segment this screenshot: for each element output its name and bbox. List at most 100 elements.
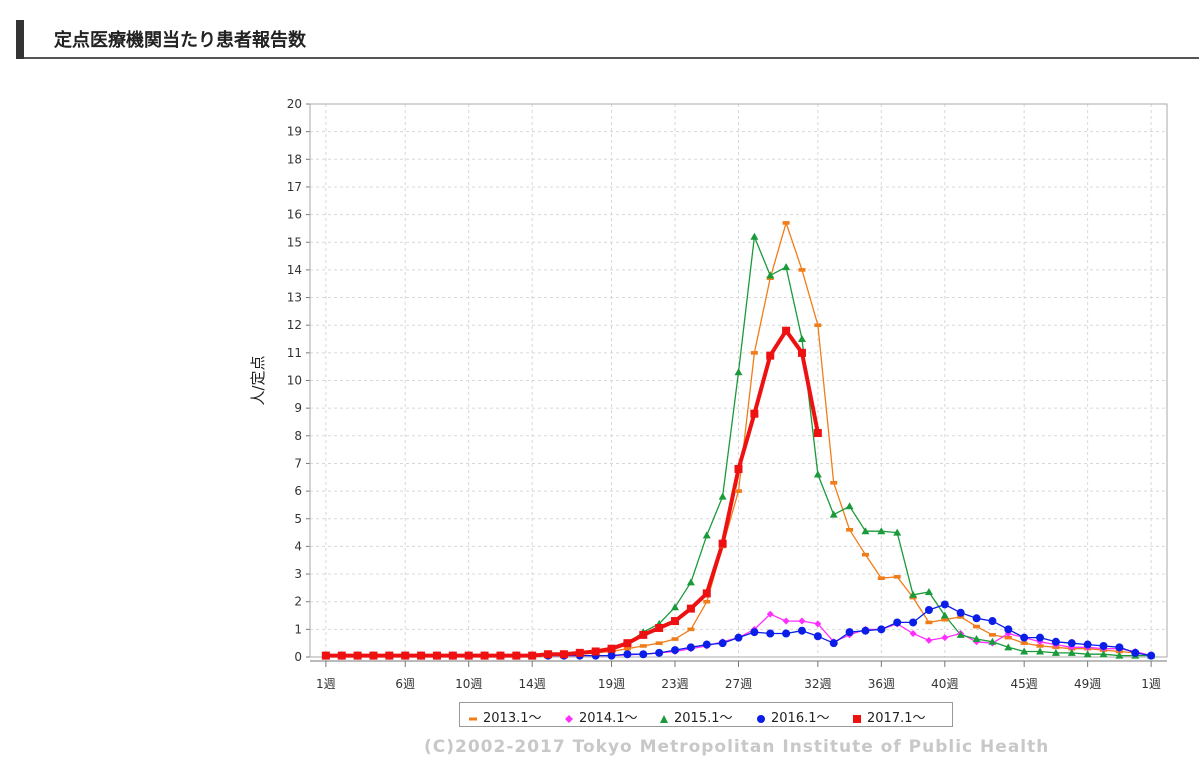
data-point	[686, 578, 695, 586]
data-point	[798, 617, 806, 625]
x-tick-label: 40週	[931, 677, 958, 691]
y-axis-label: 人/定点	[249, 355, 267, 405]
data-point	[846, 528, 854, 532]
header-accent-bar	[16, 20, 24, 59]
x-tick-label: 36週	[868, 677, 895, 691]
legend-item: 2017.1～	[852, 707, 926, 726]
data-point	[877, 527, 886, 535]
data-point	[782, 617, 790, 625]
legend-marker	[853, 714, 861, 723]
y-tick-label: 11	[287, 346, 302, 360]
data-point	[813, 429, 822, 438]
data-point	[671, 603, 680, 611]
data-point	[1004, 625, 1013, 634]
section-header: 定点医療機関当たり患者報告数	[16, 16, 1199, 59]
legend-label: 2015.1～	[674, 711, 733, 726]
y-tick-label: 18	[287, 152, 302, 166]
data-point	[496, 651, 505, 660]
data-point	[607, 651, 616, 660]
data-point	[861, 626, 870, 635]
data-point	[1020, 633, 1029, 642]
data-point	[1036, 644, 1044, 648]
data-point	[1036, 633, 1045, 642]
legend-label: 2014.1～	[579, 711, 638, 726]
legend-label: 2017.1～	[867, 711, 926, 726]
chart-legend: 2013.1～ 2014.1～ 2015.1～ 2016.1～ 2017.1～	[459, 702, 953, 727]
x-tick-label: 32週	[804, 677, 831, 691]
data-point	[814, 620, 822, 628]
data-point	[671, 617, 680, 626]
data-point	[972, 614, 981, 623]
y-tick-label: 0	[294, 650, 302, 664]
data-point	[909, 618, 918, 627]
data-point	[813, 470, 822, 478]
data-point	[639, 650, 648, 659]
x-tick-label: 14週	[519, 677, 546, 691]
data-point	[941, 617, 949, 622]
data-point	[702, 640, 711, 649]
data-point	[924, 605, 933, 614]
data-point	[655, 648, 664, 657]
data-point	[1115, 651, 1124, 659]
data-point	[623, 650, 632, 659]
y-tick-label: 1	[294, 622, 302, 636]
data-point	[750, 409, 759, 418]
data-point	[782, 263, 791, 271]
data-point	[940, 611, 949, 619]
data-point	[1051, 637, 1060, 646]
data-point	[766, 271, 775, 279]
data-point	[687, 627, 695, 632]
data-point	[1147, 651, 1156, 660]
data-point	[1004, 635, 1012, 640]
data-point	[432, 651, 441, 660]
x-tick-label: 10週	[455, 677, 482, 691]
data-point	[575, 648, 584, 657]
data-point	[1051, 648, 1060, 656]
data-point	[956, 608, 965, 617]
data-point	[607, 644, 616, 653]
y-tick-label: 15	[287, 235, 302, 249]
data-point	[814, 323, 822, 327]
data-point	[1099, 650, 1108, 658]
data-point	[464, 651, 473, 660]
data-point	[909, 629, 917, 637]
data-point	[655, 641, 663, 645]
data-point	[623, 639, 632, 648]
data-point	[940, 600, 949, 609]
x-tick-label: 27週	[725, 677, 752, 691]
data-point	[782, 326, 791, 335]
data-point	[766, 629, 775, 638]
data-point	[750, 351, 758, 355]
data-point	[448, 651, 457, 660]
x-tick-label: 19週	[598, 677, 625, 691]
legend-item: 2016.1～	[756, 707, 830, 726]
data-point	[401, 651, 410, 660]
data-point	[829, 639, 838, 648]
data-point	[1020, 647, 1029, 655]
x-tick-label: 45週	[1011, 677, 1038, 691]
data-point	[639, 644, 647, 648]
y-tick-label: 6	[294, 484, 302, 498]
data-point	[782, 221, 790, 225]
data-point	[988, 633, 996, 637]
data-point	[925, 636, 933, 644]
data-point	[893, 618, 902, 627]
data-point	[957, 615, 965, 619]
data-point	[718, 639, 727, 648]
data-point	[353, 651, 362, 660]
data-point	[544, 650, 553, 659]
data-point	[798, 268, 806, 272]
data-point	[734, 633, 743, 642]
data-point	[988, 637, 997, 645]
data-point	[703, 599, 711, 604]
data-point	[797, 335, 806, 343]
data-point	[671, 646, 680, 655]
data-point	[909, 590, 918, 598]
data-point	[861, 527, 870, 535]
data-point	[877, 625, 886, 634]
data-point	[766, 351, 775, 360]
data-point	[893, 528, 902, 536]
data-point	[1036, 647, 1045, 655]
data-point	[623, 646, 631, 651]
